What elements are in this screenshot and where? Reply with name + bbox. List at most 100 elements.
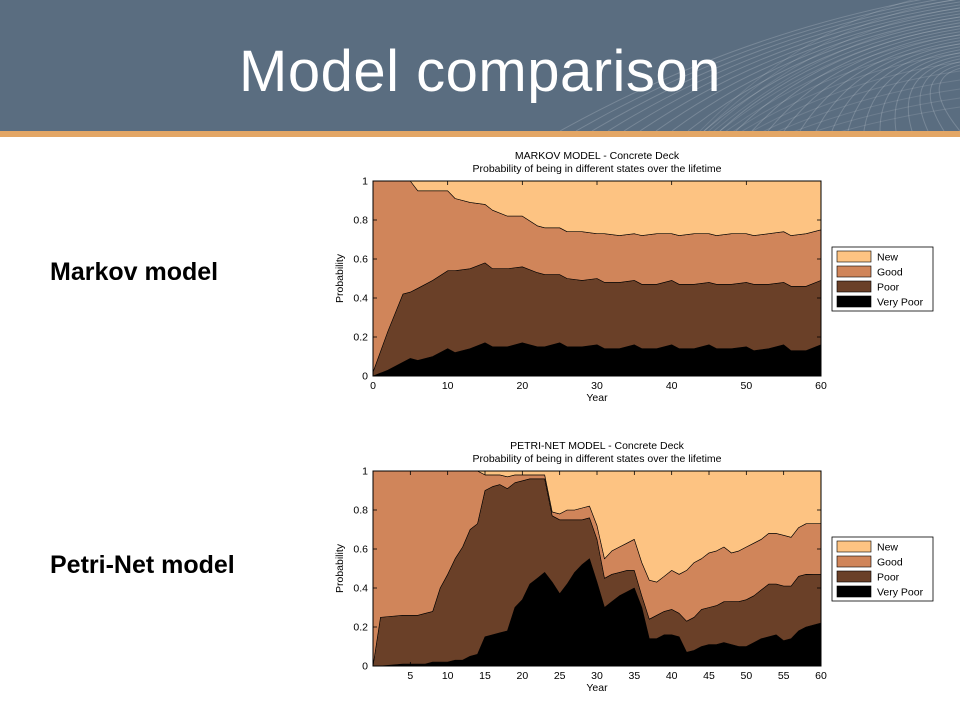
markov-x-tick-label: 30 [591,380,603,392]
petri-legend-swatch-poor [836,570,872,583]
petri-legend-label-good: Good [877,557,903,569]
markov-legend-label-good: Good [877,267,903,279]
petri-legend-swatch-very-poor [836,585,872,598]
petri-chart-subtitle: Probability of being in different states… [472,453,721,465]
petri-x-tick-label: 30 [591,670,603,682]
header-wave-line [741,52,960,131]
petri-x-tick-label: 20 [516,670,528,682]
petri-y-tick-label: 0.4 [353,583,368,595]
markov-legend-label-new: New [877,252,898,264]
header-wave-line [879,52,960,131]
header-wave-line [751,28,960,131]
markov-legend-label-poor: Poor [877,282,900,294]
petri-y-tick-label: 0.6 [353,544,368,556]
header-wave-line [559,0,922,131]
header-wave-line [907,58,960,131]
petri-x-tick-label: 25 [554,670,566,682]
header-accent-rule [0,131,960,137]
markov-legend-swatch-new [836,250,872,263]
header-wave-line [703,19,960,131]
header-wave-line [831,43,960,131]
header-wave-line [763,70,960,131]
header-wave-line [719,25,960,131]
markov-x-axis-label: Year [586,392,608,404]
header-wave-line [751,61,960,131]
header-wave-line [814,97,960,131]
header-wave-line [699,0,914,131]
markov-model-label: Markov model [50,258,219,286]
petri-y-tick-label: 1 [362,466,368,478]
petri-y-axis-label: Probability [334,543,346,593]
petri-legend-swatch-good [836,555,872,568]
petri-chart-title: PETRI-NET MODEL - Concrete Deck [510,440,685,452]
markov-legend-swatch-very-poor [836,295,872,308]
petri-x-tick-label: 10 [442,670,454,682]
markov-chart: MARKOV MODEL - Concrete DeckProbability … [334,150,934,404]
petri-legend-label-poor: Poor [877,572,900,584]
petri-y-tick-label: 0.8 [353,505,368,517]
petri-y-tick-label: 0 [362,661,368,673]
markov-y-tick-label: 0.6 [353,254,368,266]
header-wave-decoration [559,0,960,131]
header-wave-line [719,22,960,131]
markov-x-tick-label: 20 [516,380,528,392]
markov-legend-swatch-good [836,265,872,278]
petri-net-chart: PETRI-NET MODEL - Concrete DeckProbabili… [334,440,934,694]
slide-header: Model comparison [0,0,960,131]
petri-x-tick-label: 35 [628,670,640,682]
header-wave-line [575,0,939,131]
header-wave-line [938,67,960,131]
header-wave-line [607,1,960,131]
slide-title: Model comparison [239,39,721,104]
petri-x-tick-label: 5 [407,670,413,682]
markov-y-tick-label: 0.8 [353,215,368,227]
markov-legend-swatch-poor [836,280,872,293]
header-wave-line [777,79,960,131]
header-wave-line [725,34,960,131]
markov-legend-label-very-poor: Very Poor [877,297,924,309]
petri-y-tick-label: 0.2 [353,622,368,634]
markov-chart-subtitle: Probability of being in different states… [472,163,721,175]
markov-x-tick-label: 10 [442,380,454,392]
petri-x-tick-label: 15 [479,670,491,682]
header-wave-line [783,34,960,131]
header-wave-line [713,16,960,131]
header-wave-line [735,25,960,131]
petri-legend-label-new: New [877,542,898,554]
header-wave-line [591,0,957,131]
petri-legend-label-very-poor: Very Poor [877,587,924,599]
header-wave-line [639,7,960,131]
header-wave-line [733,43,960,131]
petri-x-tick-label: 50 [740,670,752,682]
petri-x-tick-label: 55 [778,670,790,682]
header-wave-line [655,10,960,131]
markov-x-tick-label: 60 [815,380,827,392]
petri-legend-swatch-new [836,540,872,553]
header-wave-line [840,106,960,131]
header-wave-line [863,49,960,131]
markov-x-tick-label: 0 [370,380,376,392]
markov-x-tick-label: 50 [740,380,752,392]
header-wave-line [815,40,960,131]
markov-x-tick-label: 40 [666,380,678,392]
header-wave-line [847,46,960,131]
header-wave-line [703,0,957,131]
header-wave-line [623,4,960,131]
petri-x-axis-label: Year [586,682,608,694]
markov-y-axis-label: Probability [334,253,346,303]
markov-y-tick-label: 1 [362,176,368,188]
petri-x-tick-label: 45 [703,670,715,682]
petri-net-model-label: Petri-Net model [50,551,235,579]
petri-x-tick-label: 40 [666,670,678,682]
header-wave-line [929,64,960,131]
markov-y-tick-label: 0.2 [353,332,368,344]
header-wave-line [767,31,960,131]
markov-y-tick-label: 0 [362,371,368,383]
header-wave-line [919,61,960,131]
header-wave-line [799,37,960,131]
markov-chart-title: MARKOV MODEL - Concrete Deck [515,150,680,162]
petri-x-tick-label: 60 [815,670,827,682]
header-wave-line [708,7,960,131]
header-wave-line [687,16,960,131]
markov-y-tick-label: 0.4 [353,293,368,305]
